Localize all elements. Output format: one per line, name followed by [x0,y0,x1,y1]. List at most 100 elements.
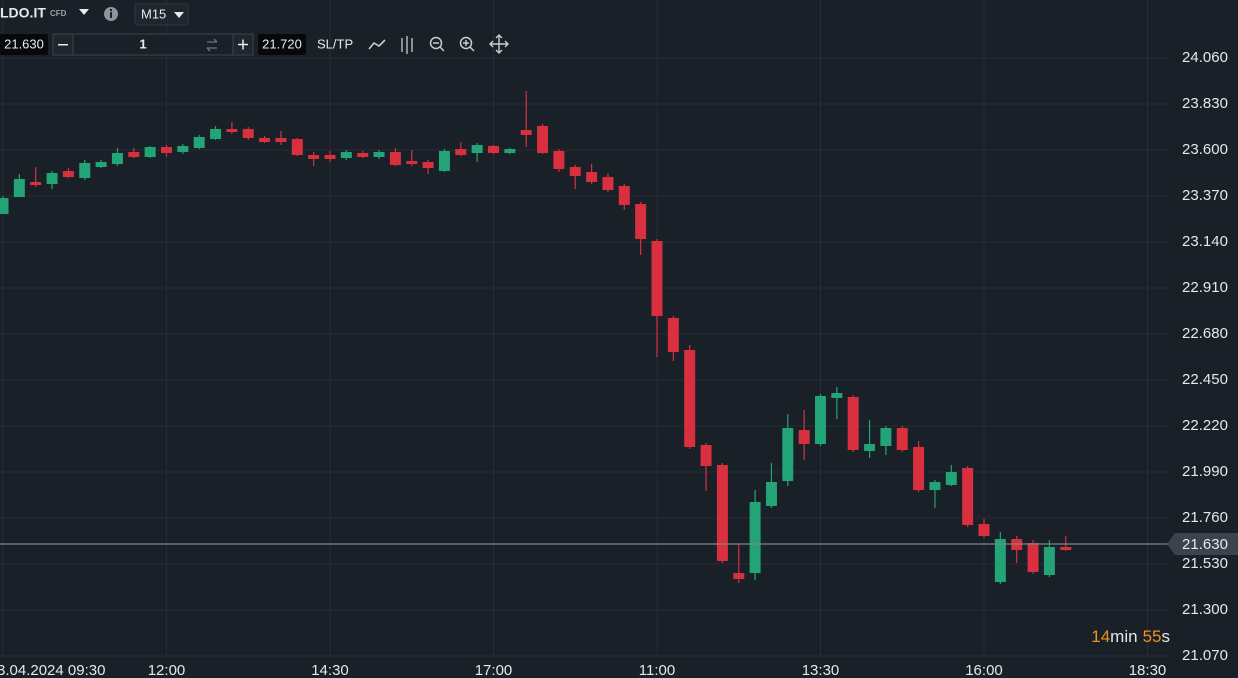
countdown: 14min 55s [1091,627,1170,646]
candle-body [913,447,925,490]
y-tick-label: 23.140 [1182,233,1228,250]
candle-body [1027,543,1039,572]
y-tick-label: 22.450 [1182,371,1228,388]
candle-body [111,153,123,164]
y-tick-label: 23.600 [1182,141,1228,158]
candle-body [389,152,401,165]
candle-body [569,167,581,176]
candle-body [504,149,516,153]
zoom-in-glyph [463,40,475,52]
candle-body [929,482,941,490]
candle-body [815,396,826,444]
candle-body [79,163,91,178]
line-chart-icon[interactable] [368,39,386,50]
info-glyph [110,9,112,11]
x-tick-label: 14:30 [311,662,349,678]
candle-body [1060,547,1072,550]
candle-body [994,539,1006,582]
candle-body [128,152,140,157]
y-tick-label: 23.830 [1182,95,1228,112]
countdown-seconds: 55 [1143,627,1162,646]
candle-body [340,152,352,158]
x-tick-label: 18:30 [1129,662,1167,678]
candle-body [193,137,205,148]
candle-body [700,445,712,466]
timeframe-dropdown [174,12,184,18]
y-tick-label: 21.760 [1182,509,1228,526]
current-price-tag [1167,533,1238,555]
candle-body [733,573,745,579]
candle-body [210,129,222,139]
y-tick-label: 21.070 [1182,647,1228,664]
candle-body [46,173,58,184]
candle-body [537,126,549,153]
countdown-sec-unit: s [1162,627,1171,646]
x-tick-label: 17:00 [475,662,513,678]
buy-price: 21.720 [262,36,302,51]
candle-body [602,177,614,190]
candle-body [831,393,843,398]
y-tick-label: 21.530 [1182,555,1228,572]
current-price-label: 21.630 [1182,536,1228,553]
candle-chart-icon[interactable] [401,36,413,54]
candle-body [945,472,957,485]
candle-body [95,162,107,167]
candle-body [455,149,467,155]
x-tick-label: 3.04.2024 09:30 [0,662,105,678]
sell-price: 21.630 [4,36,44,51]
sell-button[interactable] [0,34,48,55]
candle-body [520,130,532,135]
candle-body [144,147,156,157]
y-tick-label: 22.680 [1182,325,1228,342]
candle-body [0,198,9,214]
candle-body [798,430,810,444]
x-tick-label: 13:30 [802,662,840,678]
candle-body [651,241,663,316]
candle-body [1043,547,1055,575]
y-tick-label: 22.910 [1182,279,1228,296]
pan-icon[interactable] [489,34,509,54]
candle-body [177,146,189,152]
candle-body [373,152,385,157]
timeframe-select[interactable] [134,3,189,26]
candle-body [242,129,254,138]
candle-body [488,146,499,153]
swap-icon[interactable] [206,38,218,52]
candle-body [259,138,271,142]
countdown-min-unit: min [1110,627,1137,646]
candle-body [618,186,630,205]
symbol[interactable]: LDO.IT [0,5,46,21]
minus-icon [58,44,68,46]
candle-body [864,444,876,451]
candle-body [291,139,303,155]
candle-body [357,153,369,157]
candle-body [62,171,74,177]
countdown-minutes: 14 [1091,627,1110,646]
quantity-input[interactable] [72,33,234,56]
y-tick-label: 24.060 [1182,49,1228,66]
candle-body [847,397,859,450]
sltp-button[interactable]: SL/TP [317,36,353,51]
candle-body [13,179,25,197]
symbol-dropdown[interactable] [79,9,89,15]
candle-body [586,172,598,182]
candle-body [716,465,728,561]
info-glyph [110,12,112,18]
candle-body [422,162,434,168]
candle-body [30,182,42,185]
candle-body [765,482,777,506]
buy-button[interactable] [258,34,306,55]
candle-body [438,151,450,171]
candle-body [226,129,238,132]
candle-body [471,145,483,153]
candle-body [161,147,172,153]
zoom-out-glyph [433,42,445,52]
candle-body [978,524,990,536]
x-tick-label: 11:00 [639,662,675,678]
candle-body [684,350,696,447]
zoom-out-icon[interactable] [429,36,443,50]
zoom-in-icon[interactable] [459,36,473,50]
candle-body [782,428,794,481]
